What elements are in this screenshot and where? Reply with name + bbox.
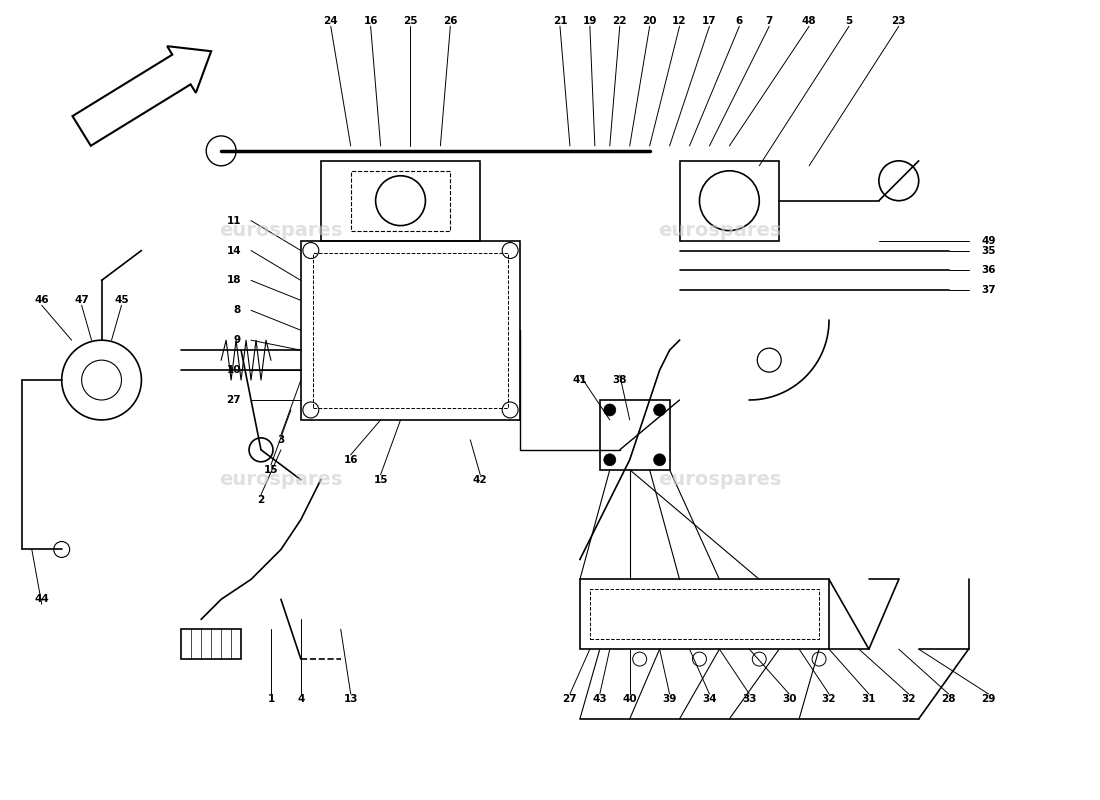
Text: 16: 16 <box>343 454 358 465</box>
Text: 33: 33 <box>742 694 757 704</box>
Text: 8: 8 <box>234 306 241 315</box>
Bar <box>600 400 670 470</box>
Text: 18: 18 <box>227 275 241 286</box>
Text: 7: 7 <box>766 16 773 26</box>
Bar <box>182 630 241 659</box>
Text: 21: 21 <box>552 16 568 26</box>
Text: 6: 6 <box>736 16 743 26</box>
Bar <box>580 579 829 649</box>
Bar <box>590 590 820 639</box>
Text: 25: 25 <box>404 16 418 26</box>
Text: 19: 19 <box>583 16 597 26</box>
Text: 37: 37 <box>981 286 996 295</box>
Text: 39: 39 <box>662 694 676 704</box>
Bar <box>680 161 779 241</box>
Text: 38: 38 <box>613 375 627 385</box>
Text: 42: 42 <box>473 474 487 485</box>
Text: 34: 34 <box>702 694 717 704</box>
Text: 40: 40 <box>623 694 637 704</box>
Text: eurospares: eurospares <box>219 470 342 490</box>
Text: 44: 44 <box>34 594 50 604</box>
Text: 36: 36 <box>981 266 996 275</box>
Bar <box>321 161 481 241</box>
Text: 31: 31 <box>861 694 876 704</box>
Text: 13: 13 <box>343 694 358 704</box>
Circle shape <box>653 404 666 416</box>
Text: 4: 4 <box>297 694 305 704</box>
Bar <box>351 170 450 230</box>
Text: 22: 22 <box>613 16 627 26</box>
Text: 27: 27 <box>227 395 241 405</box>
Text: 30: 30 <box>782 694 796 704</box>
Circle shape <box>206 136 236 166</box>
Text: 16: 16 <box>363 16 378 26</box>
Text: 15: 15 <box>264 465 278 474</box>
Text: 10: 10 <box>227 365 241 375</box>
Bar <box>312 253 508 408</box>
Text: 2: 2 <box>257 494 265 505</box>
Text: 43: 43 <box>593 694 607 704</box>
Text: 26: 26 <box>443 16 458 26</box>
Text: 49: 49 <box>981 235 996 246</box>
Circle shape <box>604 404 616 416</box>
Text: 15: 15 <box>373 474 388 485</box>
Circle shape <box>653 454 666 466</box>
Text: 28: 28 <box>942 694 956 704</box>
Text: 9: 9 <box>234 335 241 346</box>
Text: 17: 17 <box>702 16 717 26</box>
Text: 41: 41 <box>573 375 587 385</box>
Text: 35: 35 <box>981 246 996 255</box>
Text: 5: 5 <box>845 16 853 26</box>
Circle shape <box>249 438 273 462</box>
Text: 24: 24 <box>323 16 338 26</box>
Text: 1: 1 <box>267 694 275 704</box>
Text: 45: 45 <box>114 295 129 306</box>
Text: 23: 23 <box>891 16 906 26</box>
Text: 12: 12 <box>672 16 686 26</box>
Bar <box>301 241 520 420</box>
Text: 47: 47 <box>75 295 89 306</box>
Text: 46: 46 <box>34 295 50 306</box>
Text: eurospares: eurospares <box>219 221 342 240</box>
Text: 32: 32 <box>902 694 916 704</box>
Text: 14: 14 <box>227 246 241 255</box>
Text: 11: 11 <box>227 216 241 226</box>
FancyArrow shape <box>73 46 211 146</box>
Text: 32: 32 <box>822 694 836 704</box>
Circle shape <box>604 454 616 466</box>
Text: eurospares: eurospares <box>658 470 781 490</box>
Text: eurospares: eurospares <box>658 221 781 240</box>
Text: 3: 3 <box>277 435 285 445</box>
Text: 20: 20 <box>642 16 657 26</box>
Text: 48: 48 <box>802 16 816 26</box>
Text: 29: 29 <box>981 694 996 704</box>
Text: 27: 27 <box>562 694 578 704</box>
